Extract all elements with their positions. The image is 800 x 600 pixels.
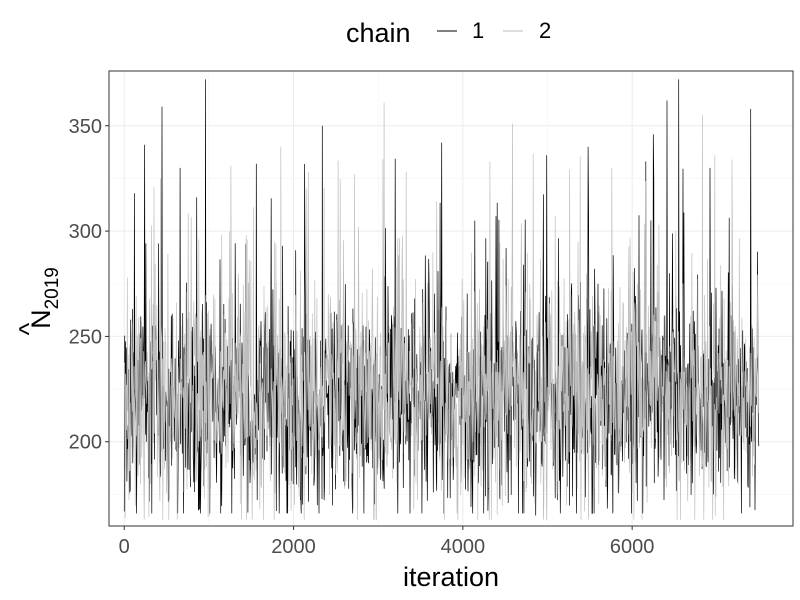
plot-panel-border xyxy=(108,70,794,527)
y-axis-title-main: N xyxy=(26,309,56,329)
series-traces xyxy=(123,79,760,520)
svg-text:N2019: N2019 xyxy=(26,267,63,329)
x-tick-label: 2000 xyxy=(271,536,316,558)
x-tick-label: 6000 xyxy=(610,536,655,558)
y-tick-label: 250 xyxy=(69,326,102,348)
legend-label-1: 1 xyxy=(472,18,484,43)
x-tick-label: 4000 xyxy=(441,536,486,558)
y-axis-title-hat: ^ xyxy=(14,322,44,335)
axis-ticks: 0 2000 4000 6000 200 250 300 350 xyxy=(69,116,655,558)
y-tick-label: 350 xyxy=(69,116,102,138)
legend: chain 1 2 xyxy=(346,18,551,48)
legend-label-2: 2 xyxy=(539,18,551,43)
legend-title: chain xyxy=(346,18,411,48)
y-axis-title-sub: 2019 xyxy=(42,267,63,309)
x-axis-title: iteration xyxy=(403,562,499,592)
y-tick-label: 200 xyxy=(69,432,102,454)
y-axis-title: N2019 ^ xyxy=(14,267,63,335)
x-tick-label: 0 xyxy=(119,536,130,558)
y-tick-label: 300 xyxy=(69,221,102,243)
series-line-chain-2 xyxy=(123,102,760,520)
